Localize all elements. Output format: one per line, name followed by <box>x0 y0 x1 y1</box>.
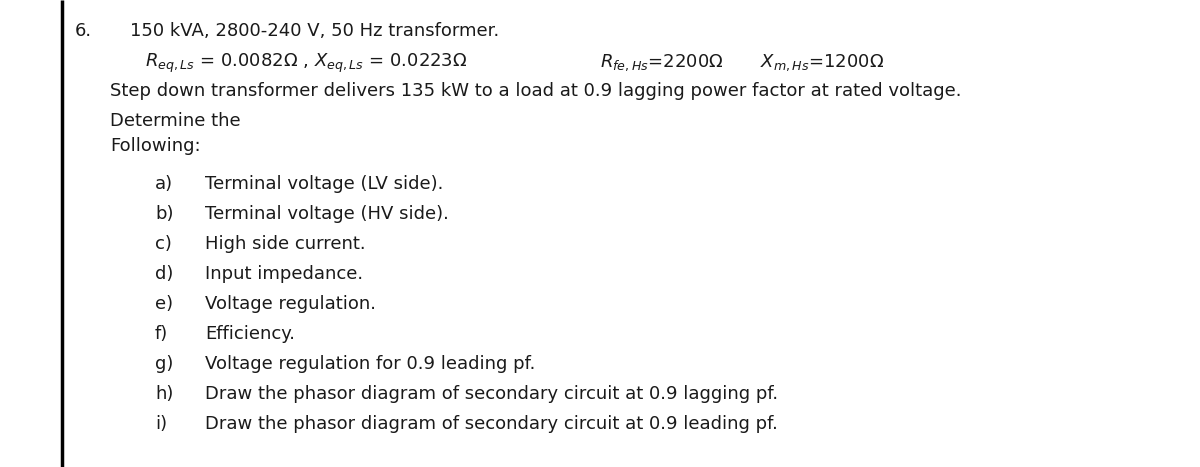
Text: h): h) <box>155 385 173 403</box>
Text: e): e) <box>155 295 173 313</box>
Text: High side current.: High side current. <box>205 235 366 253</box>
Text: b): b) <box>155 205 174 223</box>
Text: f): f) <box>155 325 168 343</box>
Text: i): i) <box>155 415 167 433</box>
Text: 6.: 6. <box>74 22 92 40</box>
Text: Input impedance.: Input impedance. <box>205 265 364 283</box>
Text: Terminal voltage (HV side).: Terminal voltage (HV side). <box>205 205 449 223</box>
Text: Draw the phasor diagram of secondary circuit at 0.9 lagging pf.: Draw the phasor diagram of secondary cir… <box>205 385 778 403</box>
Text: $R_{eq,Ls}$ = 0.0082Ω , $X_{eq,Ls}$ = 0.0223Ω: $R_{eq,Ls}$ = 0.0082Ω , $X_{eq,Ls}$ = 0.… <box>145 52 467 75</box>
Text: d): d) <box>155 265 173 283</box>
Text: g): g) <box>155 355 173 373</box>
Text: Determine the: Determine the <box>110 112 241 130</box>
Text: $R_{fe,Hs}$=2200Ω: $R_{fe,Hs}$=2200Ω <box>600 52 724 72</box>
Text: Step down transformer delivers 135 kW to a load at 0.9 lagging power factor at r: Step down transformer delivers 135 kW to… <box>110 82 961 100</box>
Text: Voltage regulation.: Voltage regulation. <box>205 295 376 313</box>
Text: a): a) <box>155 175 173 193</box>
Text: $X_{m,Hs}$=1200Ω: $X_{m,Hs}$=1200Ω <box>760 52 884 72</box>
Text: Efficiency.: Efficiency. <box>205 325 295 343</box>
Text: Voltage regulation for 0.9 leading pf.: Voltage regulation for 0.9 leading pf. <box>205 355 535 373</box>
Text: Draw the phasor diagram of secondary circuit at 0.9 leading pf.: Draw the phasor diagram of secondary cir… <box>205 415 778 433</box>
Text: Following:: Following: <box>110 137 200 155</box>
Text: Terminal voltage (LV side).: Terminal voltage (LV side). <box>205 175 443 193</box>
Text: c): c) <box>155 235 172 253</box>
Text: 150 kVA, 2800-240 V, 50 Hz transformer.: 150 kVA, 2800-240 V, 50 Hz transformer. <box>130 22 499 40</box>
